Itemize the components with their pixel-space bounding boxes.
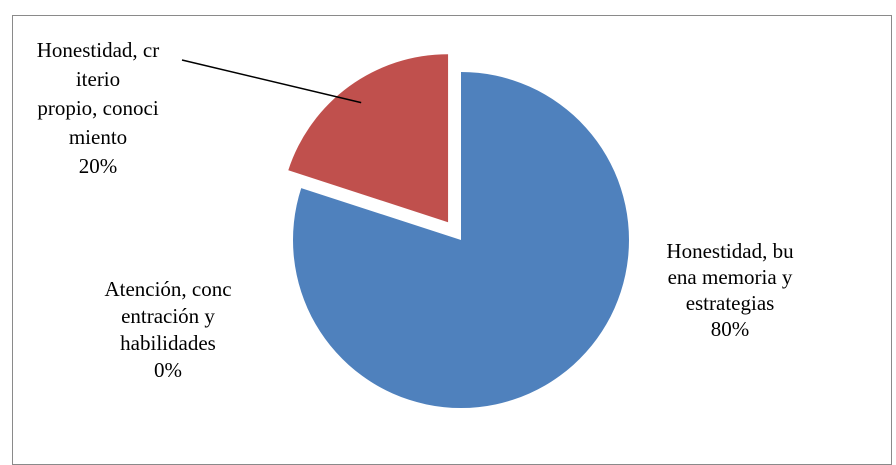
slice-label-line: ena memoria y: [668, 265, 793, 289]
leader-line-slice-3: [181, 59, 362, 104]
pie-chart: Honestidad, bu ena memoria y estrategias 80…: [37, 38, 794, 408]
slice-label-1: Honestidad, bu ena memoria y estrategias 80…: [666, 239, 794, 341]
slice-label-line: Honestidad, bu: [666, 239, 794, 263]
slice-label-line: Honestidad, cr: [37, 38, 159, 62]
slice-label-line: iterio: [76, 67, 120, 91]
slice-label-3: Honestidad, cr iterio propio, conoci miento…: [37, 38, 159, 178]
slice-label-line: entración y: [121, 304, 215, 328]
slice-label-line: estrategias: [686, 291, 775, 315]
slice-label-line: Atención, conc: [104, 277, 231, 301]
slice-percent-label: 0%: [154, 358, 182, 382]
slice-label-2: Atención, conc entración y habilidades 0%: [104, 277, 231, 382]
pie-slices: [288, 54, 629, 408]
slice-label-line: propio, conoci: [37, 96, 158, 120]
slice-label-line: miento: [69, 125, 127, 149]
pie-slice-3: [288, 54, 449, 223]
slice-label-line: habilidades: [120, 331, 216, 355]
slice-percent-label: 80%: [711, 317, 750, 341]
pie-slice-1: [293, 72, 629, 408]
slice-labels: Honestidad, bu ena memoria y estrategias 80…: [37, 38, 794, 382]
slice-percent-label: 20%: [79, 154, 118, 178]
